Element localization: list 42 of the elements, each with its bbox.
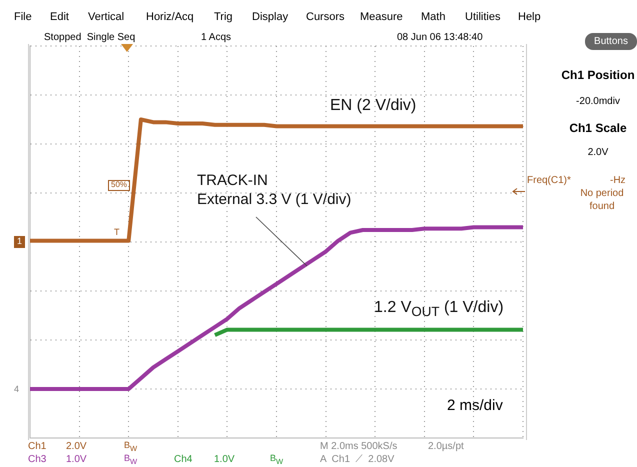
text: Vertical [88, 10, 124, 24]
text: Help [518, 10, 541, 24]
text: Trig [214, 10, 233, 24]
text: Stopped Single Seq [44, 31, 136, 44]
text: 2.0V [66, 440, 87, 453]
text: 2.0V [586, 146, 610, 159]
text: Display [252, 10, 288, 24]
text: A Ch1 ⟋ 2.08V [320, 453, 394, 466]
text: B$_{W}$ [124, 440, 138, 454]
text: Math [421, 10, 446, 24]
text: 2 ms/div [447, 396, 503, 416]
series-label: 1.2 V$_{OUT}$ (1 V/div) [374, 298, 504, 321]
text: 1 [14, 236, 26, 248]
text: 2.0µs/pt [428, 440, 464, 453]
text: Edit [50, 10, 69, 24]
text: File [14, 10, 32, 24]
text: 1 Acqs [201, 31, 232, 44]
text: Ch1 Scale [568, 121, 628, 137]
series-label: TRACK-IN External 3.3 V (1 V/div) [197, 172, 352, 210]
text: 08 Jun 06 13:48:40 [397, 31, 483, 44]
text: Horiz/Acq [146, 10, 194, 24]
text: Ch1 Position [560, 68, 636, 84]
text: Measure [360, 10, 403, 24]
text: 4 [14, 384, 20, 396]
text: Ch1 [28, 440, 46, 453]
text: Buttons [585, 33, 637, 50]
text: Utilities [465, 10, 500, 24]
text: -Hz [610, 174, 626, 187]
annotation: 50% [108, 180, 130, 191]
text: Cursors [306, 10, 345, 24]
text: Ch4 [174, 453, 192, 466]
text: B$_{W}$ [270, 453, 284, 467]
text: Freq(C1)* [527, 174, 571, 187]
annotation: T [114, 227, 120, 239]
series-label: EN (2 V/div) [330, 96, 416, 116]
text: No period found [579, 187, 625, 213]
text: 1.0V [66, 453, 87, 466]
text: M 2.0ms 500kS/s [320, 440, 398, 453]
text: Ch3 [28, 453, 46, 466]
text: -20.0mdiv [575, 95, 621, 108]
text: 1.0V [214, 453, 235, 466]
text: B$_{W}$ [124, 453, 138, 467]
